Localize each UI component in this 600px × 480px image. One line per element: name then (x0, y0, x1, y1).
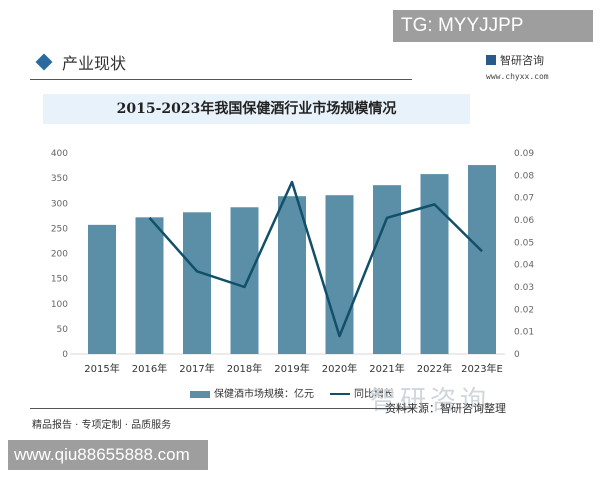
diamond-icon (35, 53, 53, 71)
chart-legend: 保健酒市场规模：亿元 同比增长 (190, 385, 394, 400)
brand-name: 智研咨询 (500, 54, 544, 67)
brand-logo-icon (486, 55, 496, 65)
svg-text:250: 250 (51, 224, 68, 234)
svg-text:2020年: 2020年 (322, 362, 357, 375)
svg-text:0: 0 (62, 350, 68, 360)
svg-text:200: 200 (51, 250, 68, 260)
growth-line (148, 180, 483, 338)
svg-text:2023年E: 2023年E (461, 362, 503, 375)
bar (278, 196, 306, 354)
brand-watermark: 智研咨询 (370, 386, 491, 416)
section-header: 产业现状 (35, 50, 127, 74)
svg-text:100: 100 (51, 300, 68, 310)
bar (373, 185, 401, 354)
svg-text:2018年: 2018年 (227, 362, 262, 375)
bar (88, 224, 116, 354)
svg-text:0.06: 0.06 (514, 216, 534, 226)
bar (468, 165, 496, 354)
bar (230, 207, 259, 354)
svg-text:2015年: 2015年 (84, 362, 119, 375)
svg-text:0.08: 0.08 (514, 171, 534, 181)
brand-logo-block: 智研咨询 www.chyxx.com (486, 52, 549, 81)
section-title: 产业现状 (62, 54, 127, 73)
bar (325, 195, 354, 354)
footer-divider (30, 408, 412, 409)
brand-url: www.chyxx.com (486, 72, 549, 81)
footer-tagline: 精品报告 · 专项定制 · 品质服务 (32, 420, 172, 431)
legend-item-line: 同比增长 (330, 385, 394, 400)
header-divider (30, 79, 412, 80)
chart-title: 2015-2023年我国保健酒行业市场规模情况 (43, 94, 470, 124)
svg-text:50: 50 (57, 325, 69, 335)
legend-line-swatch (330, 393, 350, 395)
svg-text:0.03: 0.03 (514, 283, 534, 293)
legend-bar-swatch (190, 390, 210, 398)
bar (420, 174, 449, 354)
svg-text:0.05: 0.05 (514, 238, 534, 248)
svg-text:2021年: 2021年 (369, 362, 404, 375)
svg-text:300: 300 (51, 199, 68, 209)
legend-item-bar: 保健酒市场规模：亿元 (190, 385, 314, 400)
svg-text:0: 0 (514, 350, 520, 360)
svg-text:0.07: 0.07 (514, 194, 534, 204)
bar (135, 217, 164, 354)
svg-text:150: 150 (51, 275, 68, 285)
svg-text:400: 400 (51, 149, 68, 159)
svg-text:0.09: 0.09 (514, 149, 534, 159)
svg-text:0.01: 0.01 (514, 328, 534, 338)
svg-text:2017年: 2017年 (179, 362, 214, 375)
source-note: 资料来源：智研咨询整理 (385, 402, 506, 415)
tg-watermark-label: TG: MYYJJPP (393, 10, 593, 42)
combo-chart: 0 50 100 150 200 250 300 350 400 0 0.01 0.02 0.03 0.0… (51, 149, 535, 375)
svg-text:2019年: 2019年 (274, 362, 309, 375)
bar (183, 212, 211, 354)
svg-text:350: 350 (51, 174, 68, 184)
svg-text:2022年: 2022年 (417, 362, 452, 375)
url-watermark-label: www.qiu88655888.com (8, 440, 208, 470)
svg-text:0.04: 0.04 (514, 261, 534, 271)
svg-text:0.02: 0.02 (514, 305, 534, 315)
svg-text:2016年: 2016年 (132, 362, 167, 375)
